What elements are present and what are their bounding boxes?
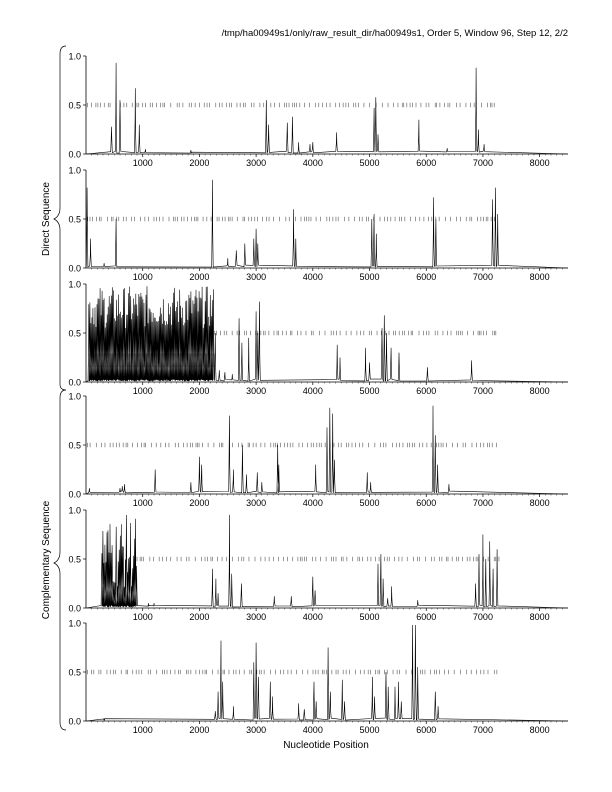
y-tick-label: 1.0 (68, 52, 81, 62)
x-tick-label: 4000 (303, 386, 323, 396)
y-tick-label: 0.5 (68, 329, 81, 339)
complementary-sequence-label: Complementary Sequence (41, 500, 52, 619)
y-tick-label: 0.0 (68, 264, 81, 274)
y-tick-label: 0.0 (68, 717, 81, 727)
x-tick-label: 3000 (246, 272, 266, 282)
x-tick-label: 2000 (189, 272, 209, 282)
x-tick-label: 5000 (360, 386, 380, 396)
x-tick-label: 7000 (473, 386, 493, 396)
x-tick-label: 6000 (416, 498, 436, 508)
x-tick-label: 8000 (530, 725, 550, 735)
x-tick-label: 2000 (189, 612, 209, 622)
x-tick-label: 3000 (246, 498, 266, 508)
panel-6: 0.0 0.5 1.0 1000 2000 3000 4000 5000 6000 7000 800… (68, 619, 569, 735)
x-tick-label: 5000 (360, 725, 380, 735)
x-tick-label: 2000 (189, 498, 209, 508)
x-tick-label: 1000 (133, 158, 153, 168)
x-tick-label: 5000 (360, 272, 380, 282)
panel-2: 0.0 0.5 1.0 1000 2000 3000 4000 5000 6000 7000 800… (68, 166, 569, 282)
x-tick-label: 7000 (473, 272, 493, 282)
signal-line (85, 514, 569, 609)
x-tick-label: 2000 (189, 158, 209, 168)
signal-line (85, 405, 569, 495)
x-tick-label: 1000 (133, 612, 153, 622)
y-tick-label: 0.5 (68, 215, 81, 225)
x-tick-label: 1000 (133, 725, 153, 735)
signal-line (85, 62, 569, 155)
direct-group-brace (53, 45, 67, 391)
x-tick-label: 6000 (416, 386, 436, 396)
x-tick-label: 5000 (360, 498, 380, 508)
x-tick-label: 5000 (360, 158, 380, 168)
panel-3: 0.0 0.5 1.0 1000 2000 3000 4000 5000 6000 7000 800… (68, 280, 569, 396)
x-tick-label: 6000 (416, 725, 436, 735)
y-tick-label: 0.0 (68, 378, 81, 388)
x-tick-label: 1000 (133, 498, 153, 508)
x-tick-label: 6000 (416, 158, 436, 168)
signal-line (85, 286, 569, 383)
x-tick-label: 3000 (246, 725, 266, 735)
x-tick-label: 1000 (133, 386, 153, 396)
x-tick-label: 2000 (189, 386, 209, 396)
x-tick-label: 3000 (246, 158, 266, 168)
x-tick-label: 8000 (530, 498, 550, 508)
y-tick-label: 0.0 (68, 490, 81, 500)
x-tick-label: 7000 (473, 158, 493, 168)
xlabel: Nucleotide Position (283, 740, 369, 751)
x-tick-label: 3000 (246, 612, 266, 622)
y-tick-label: 1.0 (68, 166, 81, 176)
y-tick-label: 0.0 (68, 604, 81, 614)
x-tick-label: 1000 (133, 272, 153, 282)
x-tick-label: 7000 (473, 498, 493, 508)
x-tick-label: 4000 (303, 725, 323, 735)
x-tick-label: 4000 (303, 272, 323, 282)
y-tick-label: 1.0 (68, 506, 81, 516)
x-tick-label: 8000 (530, 272, 550, 282)
y-tick-label: 0.5 (68, 668, 81, 678)
x-tick-label: 4000 (303, 612, 323, 622)
panel-4: 0.0 0.5 1.0 1000 2000 3000 4000 5000 6000 7000 800… (68, 392, 569, 508)
y-tick-label: 0.0 (68, 150, 81, 160)
y-tick-label: 0.5 (68, 101, 81, 111)
panel-1: 0.0 0.5 1.0 1000 2000 3000 4000 5000 6000 7000 800… (68, 52, 569, 168)
y-tick-label: 1.0 (68, 392, 81, 402)
y-tick-label: 1.0 (68, 280, 81, 290)
x-tick-label: 4000 (303, 158, 323, 168)
direct-sequence-label: Direct Sequence (41, 182, 52, 256)
x-tick-label: 7000 (473, 725, 493, 735)
x-tick-label: 5000 (360, 612, 380, 622)
x-tick-label: 8000 (530, 386, 550, 396)
panel-5: 0.0 0.5 1.0 1000 2000 3000 4000 5000 6000 7000 800… (68, 506, 569, 622)
complementary-group-brace (53, 389, 67, 731)
x-tick-label: 3000 (246, 386, 266, 396)
y-tick-label: 0.5 (68, 555, 81, 565)
x-tick-label: 8000 (530, 612, 550, 622)
x-tick-label: 6000 (416, 272, 436, 282)
y-tick-label: 1.0 (68, 619, 81, 629)
signal-line (85, 624, 569, 722)
x-tick-label: 4000 (303, 498, 323, 508)
x-tick-label: 6000 (416, 612, 436, 622)
signal-line (85, 179, 569, 269)
x-tick-label: 7000 (473, 612, 493, 622)
header-text: /tmp/ha00949s1/only/raw_result_dir/ha009… (222, 28, 568, 39)
x-tick-label: 8000 (530, 158, 550, 168)
panels: 0.0 0.5 1.0 1000 2000 3000 4000 5000 6000 7000 800… (68, 52, 569, 735)
x-tick-label: 2000 (189, 725, 209, 735)
y-tick-label: 0.5 (68, 441, 81, 451)
